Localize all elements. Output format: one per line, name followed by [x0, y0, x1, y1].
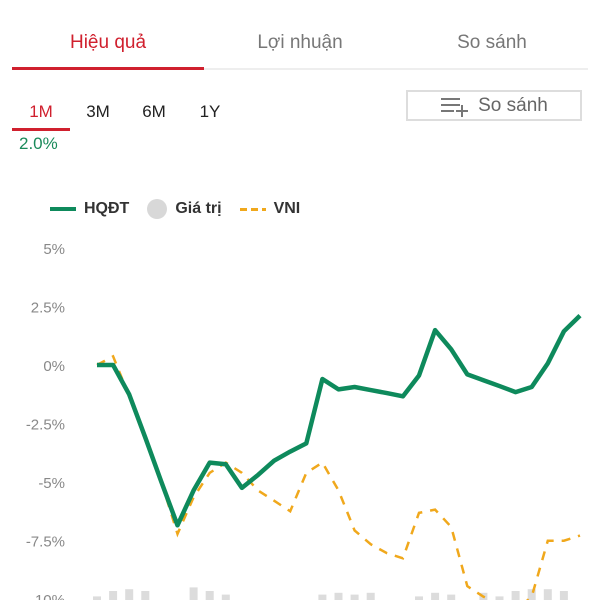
legend-hqdt[interactable]: HQĐT — [50, 200, 129, 218]
gia-tri-bar — [415, 596, 423, 600]
legend-vni[interactable]: VNI — [239, 200, 301, 218]
chart-legend: HQĐT Giá trị VNI — [50, 199, 318, 219]
legend-label: VNI — [273, 200, 301, 217]
gia-tri-bar — [93, 596, 101, 600]
gia-tri-bar — [109, 591, 118, 600]
tab-so-sanh[interactable]: So sánh — [457, 32, 527, 53]
y-tick-label: -7.5% — [26, 534, 65, 551]
gia-tri-bar — [189, 587, 198, 600]
gia-tri-bar — [318, 594, 327, 600]
y-tick-label: 5% — [43, 241, 65, 258]
period-1y[interactable]: 1Y — [199, 102, 221, 121]
period-1m[interactable]: 1M — [12, 100, 70, 131]
gia-tri-bar — [447, 594, 456, 600]
gia-tri-bar — [527, 589, 536, 600]
legend-gia-tri[interactable]: Giá trị — [147, 199, 222, 219]
y-tick-label: -2.5% — [26, 417, 65, 434]
dashed-line-icon — [239, 207, 266, 211]
legend-label: Giá trị — [175, 200, 222, 217]
tab-loi-nhuan[interactable]: Lợi nhuận — [257, 32, 343, 53]
compare-label: So sánh — [478, 94, 548, 116]
gia-tri-bar — [366, 592, 375, 600]
circle-icon — [147, 199, 168, 219]
y-tick-label: -5% — [38, 475, 65, 492]
solid-line-icon — [50, 207, 76, 211]
gia-tri-bar — [350, 594, 359, 600]
gia-tri-bar — [141, 591, 150, 600]
gia-tri-bar — [431, 592, 440, 600]
playlist-add-icon — [441, 97, 469, 117]
tab-hieu-qua[interactable]: Hiệu quả — [12, 28, 204, 70]
gia-tri-bar — [495, 596, 504, 600]
hqdt-line — [97, 314, 582, 528]
performance-value: 2.0% — [19, 134, 58, 153]
tab-bar: Hiệu quả Lợi nhuận So sánh — [12, 28, 588, 70]
gia-tri-bar — [511, 591, 520, 600]
y-tick-label: -10% — [30, 592, 65, 600]
gia-tri-bar — [559, 591, 568, 600]
gia-tri-bar — [221, 594, 230, 600]
vni-line — [96, 354, 581, 600]
y-tick-label: 0% — [43, 358, 65, 375]
period-3m[interactable]: 3M — [86, 102, 110, 121]
gia-tri-bar — [334, 592, 343, 600]
gia-tri-bar — [125, 589, 134, 600]
legend-label: HQĐT — [84, 200, 130, 217]
period-6m[interactable]: 6M — [142, 102, 166, 121]
period-selector: 1M 3M 6M 1Y — [12, 100, 238, 131]
gia-tri-bar — [543, 589, 552, 600]
compare-button[interactable]: So sánh — [406, 90, 582, 121]
y-tick-label: 2.5% — [31, 300, 65, 317]
gia-tri-bar — [205, 591, 214, 600]
